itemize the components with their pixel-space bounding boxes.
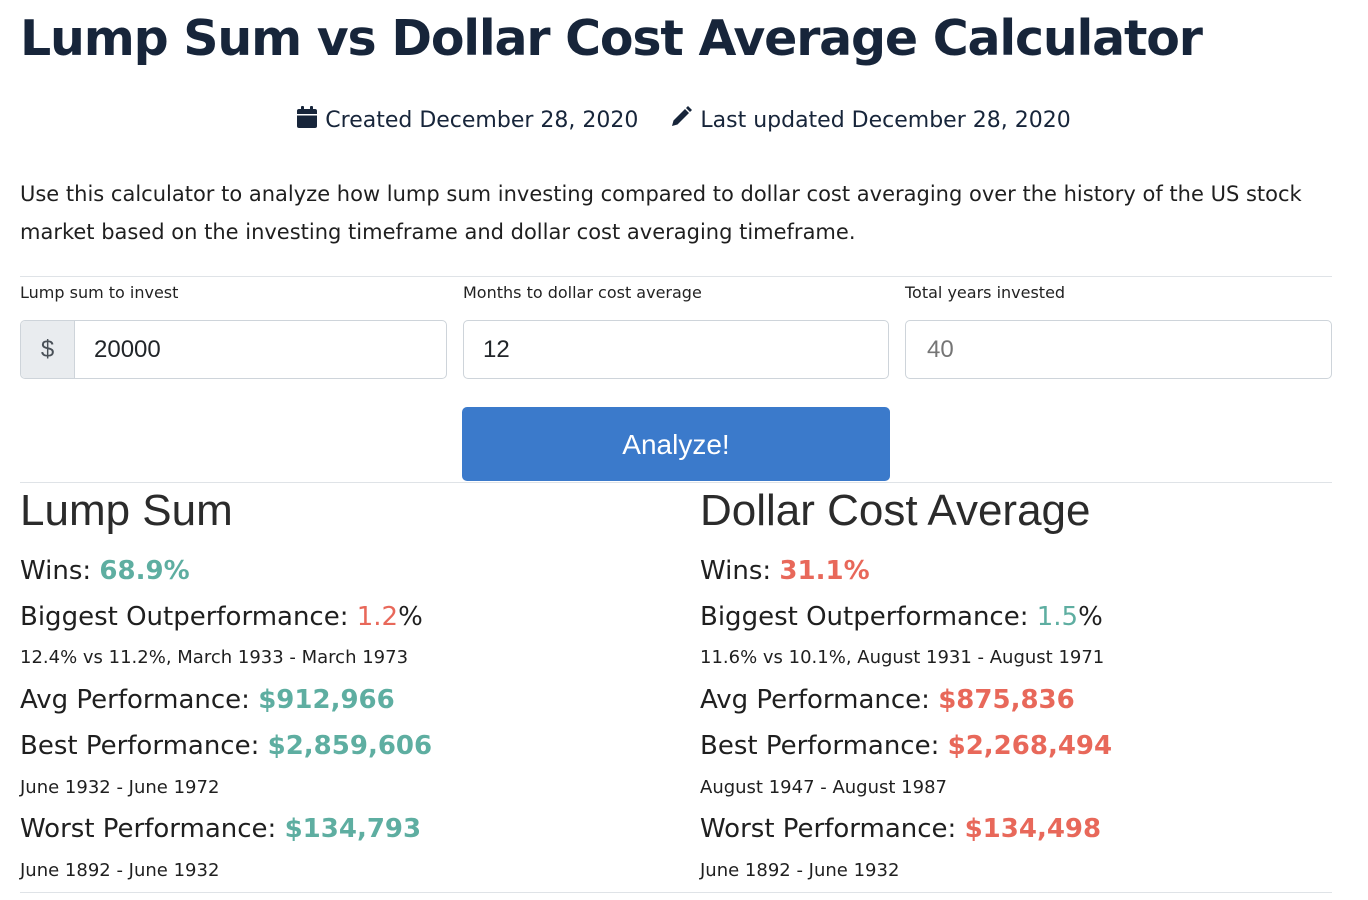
- analyze-button[interactable]: Analyze!: [462, 407, 890, 481]
- lump-sum-results: Lump Sum Wins: 68.9% Biggest Outperforma…: [20, 484, 660, 884]
- wins-row: Wins: 31.1%: [700, 556, 870, 586]
- years-field: [905, 320, 1332, 379]
- avg-performance-value: $912,966: [258, 685, 395, 715]
- outperformance-detail: 11.6% vs 10.1%, August 1931 - August 197…: [700, 647, 1105, 668]
- outperformance-label: Biggest Outperformance:: [20, 602, 357, 632]
- outperformance-row: Biggest Outperformance: 1.2%: [20, 602, 423, 632]
- calendar-icon: [297, 106, 318, 134]
- outperformance-detail: 12.4% vs 11.2%, March 1933 - March 1973: [20, 647, 409, 668]
- created-date: Created December 28, 2020: [325, 107, 639, 133]
- avg-performance-row: Avg Performance: $912,966: [20, 685, 395, 715]
- worst-performance-detail: June 1892 - June 1932: [700, 860, 900, 881]
- description: Use this calculator to analyze how lump …: [20, 182, 1302, 244]
- best-performance-row: Best Performance: $2,859,606: [20, 731, 432, 761]
- divider: [20, 892, 1332, 893]
- best-performance-row: Best Performance: $2,268,494: [700, 731, 1112, 761]
- dca-heading: Dollar Cost Average: [700, 486, 1091, 535]
- years-input[interactable]: [906, 321, 1331, 378]
- avg-performance-row: Avg Performance: $875,836: [700, 685, 1075, 715]
- months-label: Months to dollar cost average: [463, 283, 702, 302]
- outperformance-suffix: %: [1078, 602, 1103, 632]
- best-performance-label: Best Performance:: [20, 731, 268, 761]
- outperformance-value: 1.5: [1036, 602, 1079, 632]
- divider: [20, 276, 1332, 277]
- pencil-icon: [670, 106, 693, 134]
- avg-performance-label: Avg Performance:: [700, 685, 939, 715]
- page-title: Lump Sum vs Dollar Cost Average Calculat…: [20, 10, 1203, 67]
- outperformance-value: 1.2: [356, 602, 399, 632]
- lump-sum-label: Lump sum to invest: [20, 283, 179, 302]
- worst-performance-row: Worst Performance: $134,793: [20, 814, 421, 844]
- wins-row: Wins: 68.9%: [20, 556, 190, 586]
- months-input[interactable]: [464, 321, 888, 378]
- dollar-addon: $: [21, 321, 75, 378]
- best-performance-detail: June 1932 - June 1972: [20, 777, 220, 798]
- wins-value: 31.1%: [779, 556, 870, 586]
- worst-performance-label: Worst Performance:: [700, 814, 965, 844]
- worst-performance-value: $134,498: [964, 814, 1102, 844]
- outperformance-row: Biggest Outperformance: 1.5%: [700, 602, 1103, 632]
- worst-performance-detail: June 1892 - June 1932: [20, 860, 220, 881]
- worst-performance-value: $134,793: [284, 814, 422, 844]
- wins-label: Wins:: [700, 556, 780, 586]
- updated-date: Last updated December 28, 2020: [700, 107, 1071, 133]
- outperformance-label: Biggest Outperformance:: [700, 602, 1037, 632]
- avg-performance-label: Avg Performance:: [20, 685, 259, 715]
- divider: [20, 482, 1332, 483]
- months-field: [463, 320, 889, 379]
- best-performance-value: $2,268,494: [947, 731, 1113, 761]
- post-meta: Created December 28, 2020 Last updated D…: [0, 106, 1368, 134]
- lump-sum-heading: Lump Sum: [20, 486, 233, 535]
- best-performance-detail: August 1947 - August 1987: [700, 777, 947, 798]
- lump-sum-field: $: [20, 320, 447, 379]
- years-label: Total years invested: [905, 283, 1066, 302]
- avg-performance-value: $875,836: [938, 685, 1075, 715]
- outperformance-suffix: %: [398, 602, 423, 632]
- worst-performance-row: Worst Performance: $134,498: [700, 814, 1101, 844]
- lump-sum-input[interactable]: [75, 321, 446, 378]
- wins-label: Wins:: [20, 556, 100, 586]
- dca-results: Dollar Cost Average Wins: 31.1% Biggest …: [700, 484, 1340, 884]
- wins-value: 68.9%: [99, 556, 190, 586]
- best-performance-label: Best Performance:: [700, 731, 948, 761]
- worst-performance-label: Worst Performance:: [20, 814, 285, 844]
- best-performance-value: $2,859,606: [267, 731, 433, 761]
